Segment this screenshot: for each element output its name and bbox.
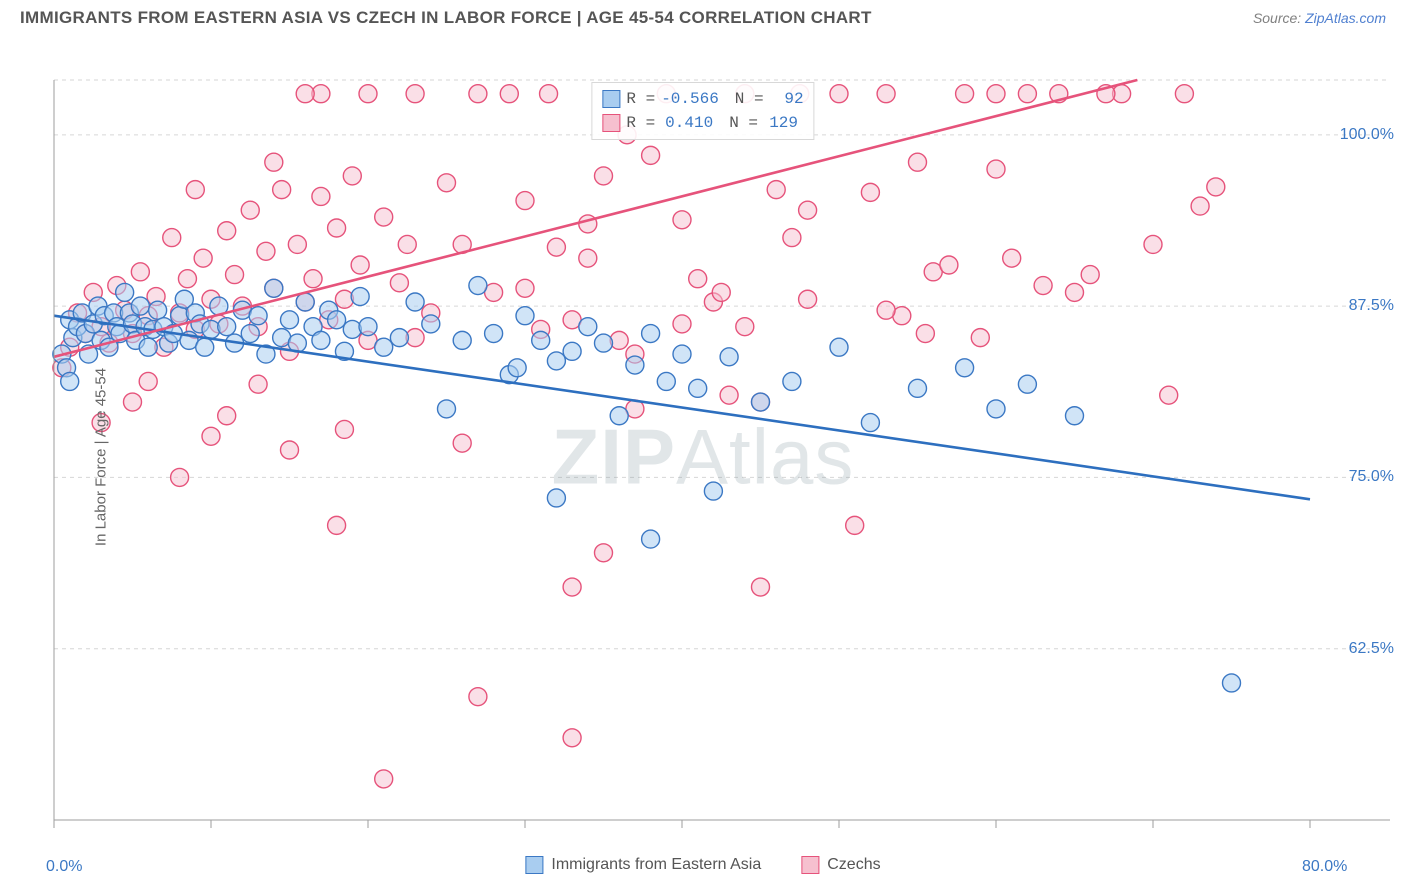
header: IMMIGRANTS FROM EASTERN ASIA VS CZECH IN… (0, 0, 1406, 32)
stats-row-series-0: R = -0.566 N = 92 (602, 87, 803, 111)
legend-bottom: Immigrants from Eastern Asia Czechs (525, 856, 880, 874)
r-value-1: 0.410 (661, 111, 713, 135)
legend-swatch-0 (525, 856, 543, 874)
scatter-chart-svg (0, 32, 1406, 882)
legend-label-1: Czechs (827, 856, 880, 874)
n-value-0: 92 (770, 87, 804, 111)
chart-title: IMMIGRANTS FROM EASTERN ASIA VS CZECH IN… (20, 8, 872, 28)
y-axis-label: In Labor Force | Age 45-54 (93, 368, 110, 546)
legend-label-0: Immigrants from Eastern Asia (551, 856, 761, 874)
y-tick-label: 75.0% (1349, 468, 1394, 486)
chart-area: In Labor Force | Age 45-54 62.5% 75.0% 87.… (0, 32, 1406, 882)
y-tick-label: 100.0% (1340, 126, 1394, 144)
n-value-1: 129 (764, 111, 798, 135)
legend-swatch-1 (801, 856, 819, 874)
x-tick-label: 0.0% (46, 858, 82, 876)
source-prefix: Source: (1253, 10, 1305, 26)
source-attribution: Source: ZipAtlas.com (1253, 10, 1386, 26)
swatch-series-0 (602, 90, 620, 108)
stats-row-series-1: R = 0.410 N = 129 (602, 111, 803, 135)
swatch-series-1 (602, 114, 620, 132)
y-tick-label: 87.5% (1349, 297, 1394, 315)
legend-item-1: Czechs (801, 856, 880, 874)
r-value-0: -0.566 (661, 87, 719, 111)
legend-item-0: Immigrants from Eastern Asia (525, 856, 761, 874)
y-tick-label: 62.5% (1349, 640, 1394, 658)
correlation-stats-box: R = -0.566 N = 92 R = 0.410 N = 129 (591, 82, 814, 140)
x-tick-label: 80.0% (1302, 858, 1347, 876)
source-link[interactable]: ZipAtlas.com (1305, 10, 1386, 26)
